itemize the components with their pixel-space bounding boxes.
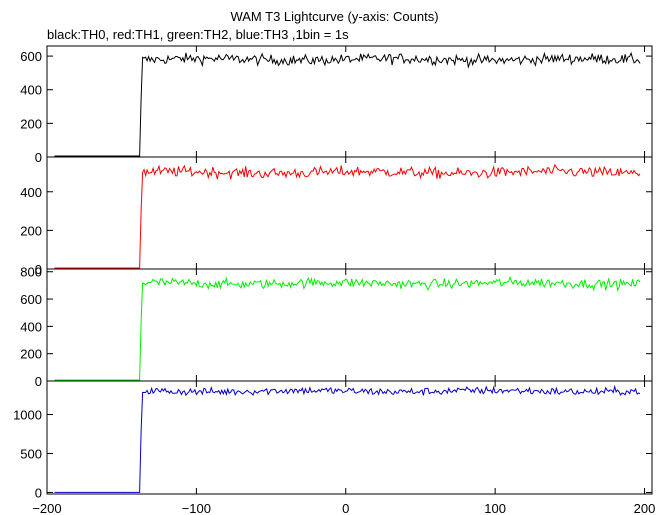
panel-2-ytick-label: 400 <box>20 319 42 334</box>
panel-0-ytick-label: 600 <box>20 49 42 64</box>
panel-1-ytick-label: 400 <box>20 185 42 200</box>
chart-title: WAM T3 Lightcurve (y-axis: Counts) <box>230 9 439 24</box>
panel-0-ytick-label: 200 <box>20 116 42 131</box>
xtick-label: 200 <box>634 501 656 515</box>
series-1-line <box>54 163 641 269</box>
panel-3-ytick-label: 500 <box>20 446 42 461</box>
panel-0-ytick-label: 400 <box>20 83 42 98</box>
panel-3-ytick-label: 1000 <box>13 408 42 423</box>
panel-2-ytick-label: 0 <box>35 374 42 389</box>
series-0-line <box>54 51 641 157</box>
series-3-line <box>54 384 641 493</box>
panel-2-ytick-label: 200 <box>20 347 42 362</box>
xtick-label: 0 <box>342 501 349 515</box>
panel-0-frame <box>46 45 653 158</box>
xtick-label: 100 <box>484 501 506 515</box>
panel-3-frame <box>46 380 653 495</box>
panel-2-ytick-label: 800 <box>20 265 42 280</box>
panel-1-ytick-label: 200 <box>20 223 42 238</box>
xtick-label: −100 <box>182 501 211 515</box>
panel-1-ytick-label: 0 <box>35 262 42 277</box>
chart-subtitle: black:TH0, red:TH1, green:TH2, blue:TH3 … <box>47 27 349 42</box>
xtick-label: −200 <box>32 501 61 515</box>
series-2-line <box>54 275 641 381</box>
panel-2-ytick-label: 600 <box>20 292 42 307</box>
panel-0-ytick-label: 0 <box>35 150 42 165</box>
panel-3-ytick-label: 0 <box>35 485 42 500</box>
